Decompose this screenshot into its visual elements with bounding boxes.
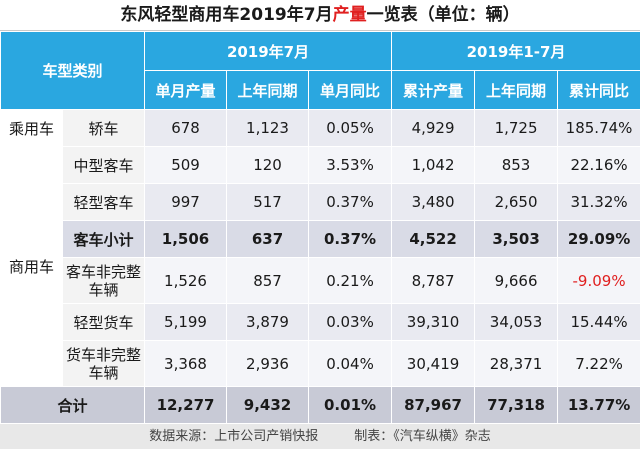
- group-commercial: 商用车: [1, 147, 63, 387]
- cell: 9,666: [475, 258, 558, 304]
- title-highlight: 产量: [333, 5, 367, 25]
- cell: 15.44%: [558, 304, 640, 341]
- col-header: 累计产量: [392, 71, 475, 110]
- source-note: 数据来源：上市公司产销快报: [149, 429, 318, 444]
- table-title: 东风轻型商用车2019年7月产量一览表（单位：辆）: [0, 0, 640, 31]
- cell: 2,650: [475, 184, 558, 221]
- cell: 120: [227, 147, 309, 184]
- cell: 0.01%: [309, 387, 392, 424]
- cell: 87,967: [392, 387, 475, 424]
- col-header: 单月同比: [309, 71, 392, 110]
- total-label: 合计: [1, 387, 145, 424]
- cell: 8,787: [392, 258, 475, 304]
- period1-header: 2019年7月: [145, 32, 392, 71]
- cell: 9,432: [227, 387, 309, 424]
- title-suffix: 一览表（单位：辆）: [367, 5, 520, 25]
- cell: 0.37%: [309, 221, 392, 258]
- col-header: 上年同期: [475, 71, 558, 110]
- table-row: 商用车 中型客车 509 120 3.53% 1,042 853 22.16%: [1, 147, 640, 184]
- row-name: 客车非完整车辆: [63, 258, 145, 304]
- table-row: 轻型客车 997 517 0.37% 3,480 2,650 31.32%: [1, 184, 640, 221]
- negative-cell: -9.09%: [558, 258, 640, 304]
- cell: 997: [145, 184, 227, 221]
- cell: 1,123: [227, 110, 309, 147]
- row-name: 轿车: [63, 110, 145, 147]
- row-name-line: 车辆: [89, 364, 119, 382]
- table-footer: 数据来源：上市公司产销快报 制表：《汽车纵横》杂志: [0, 424, 640, 449]
- cell: 3.53%: [309, 147, 392, 184]
- cell: 4,929: [392, 110, 475, 147]
- cell: 28,371: [475, 341, 558, 387]
- cell: 3,879: [227, 304, 309, 341]
- cell: 34,053: [475, 304, 558, 341]
- cell: 857: [227, 258, 309, 304]
- cell: 13.77%: [558, 387, 640, 424]
- cell: 77,318: [475, 387, 558, 424]
- cell: 1,506: [145, 221, 227, 258]
- cell: 185.74%: [558, 110, 640, 147]
- row-name-line: 车辆: [89, 281, 119, 299]
- cell: 12,277: [145, 387, 227, 424]
- cell: 853: [475, 147, 558, 184]
- cell: 22.16%: [558, 147, 640, 184]
- maker-note: 制表：《汽车纵横》杂志: [354, 429, 491, 444]
- cell: 39,310: [392, 304, 475, 341]
- cell: 517: [227, 184, 309, 221]
- cell: 678: [145, 110, 227, 147]
- cell: 31.32%: [558, 184, 640, 221]
- total-row: 合计 12,277 9,432 0.01% 87,967 77,318 13.7…: [1, 387, 640, 424]
- cell: 0.21%: [309, 258, 392, 304]
- row-name-line: 货车非完整: [66, 346, 141, 364]
- row-name: 轻型货车: [63, 304, 145, 341]
- cell: 0.04%: [309, 341, 392, 387]
- table-row: 客车非完整车辆 1,526 857 0.21% 8,787 9,666 -9.0…: [1, 258, 640, 304]
- cell: 509: [145, 147, 227, 184]
- col-header: 单月产量: [145, 71, 227, 110]
- row-name: 货车非完整车辆: [63, 341, 145, 387]
- cell: 637: [227, 221, 309, 258]
- cell: 3,480: [392, 184, 475, 221]
- table-row: 轻型货车 5,199 3,879 0.03% 39,310 34,053 15.…: [1, 304, 640, 341]
- table-row: 乘用车 轿车 678 1,123 0.05% 4,929 1,725 185.7…: [1, 110, 640, 147]
- cell: 3,503: [475, 221, 558, 258]
- cell: 2,936: [227, 341, 309, 387]
- col-header: 累计同比: [558, 71, 640, 110]
- cell: 1,725: [475, 110, 558, 147]
- row-name: 轻型客车: [63, 184, 145, 221]
- cell: 29.09%: [558, 221, 640, 258]
- cell: 4,522: [392, 221, 475, 258]
- title-prefix: 东风轻型商用车2019年7月: [120, 5, 332, 25]
- cell: 3,368: [145, 341, 227, 387]
- row-name-line: 客车非完整: [66, 263, 141, 281]
- table-row: 货车非完整车辆 3,368 2,936 0.04% 30,419 28,371 …: [1, 341, 640, 387]
- cell: 0.03%: [309, 304, 392, 341]
- cell: 5,199: [145, 304, 227, 341]
- row-name: 中型客车: [63, 147, 145, 184]
- row-name: 客车小计: [63, 221, 145, 258]
- cell: 0.37%: [309, 184, 392, 221]
- cell: 1,042: [392, 147, 475, 184]
- period2-header: 2019年1-7月: [392, 32, 640, 71]
- cell: 1,526: [145, 258, 227, 304]
- production-table: 车型类别 2019年7月 2019年1-7月 单月产量 上年同期 单月同比 累计…: [0, 31, 640, 424]
- cell: 30,419: [392, 341, 475, 387]
- group-passenger: 乘用车: [1, 110, 63, 147]
- cell: 0.05%: [309, 110, 392, 147]
- cell: 7.22%: [558, 341, 640, 387]
- col-header: 上年同期: [227, 71, 309, 110]
- category-header: 车型类别: [1, 32, 145, 110]
- subtotal-row: 客车小计 1,506 637 0.37% 4,522 3,503 29.09%: [1, 221, 640, 258]
